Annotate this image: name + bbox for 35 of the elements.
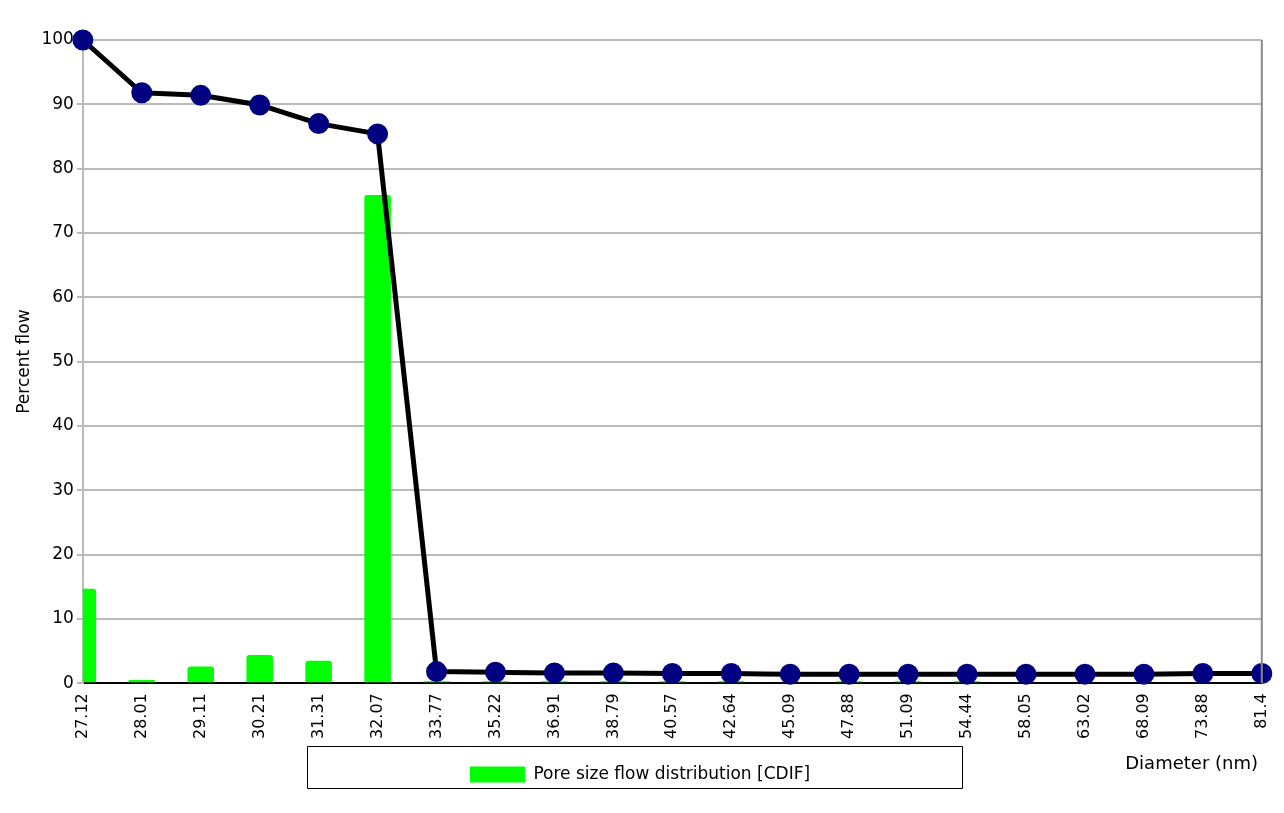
x-tick-label: 81.4: [1250, 693, 1270, 729]
x-tick-label: 73.88: [1192, 693, 1212, 740]
y-tick-label: 10: [52, 607, 74, 628]
x-tick-label: 63.02: [1074, 693, 1094, 740]
y-tick-label: 50: [52, 350, 74, 371]
x-tick-label: 40.57: [661, 693, 681, 740]
x-tick-label: 30.21: [248, 693, 268, 740]
x-tick-label: 27.12: [72, 693, 91, 740]
x-tick-label: 51.09: [897, 693, 917, 740]
y-tick-label: 30: [52, 478, 74, 499]
x-tick-label: 35.22: [484, 693, 504, 740]
x-tick-label: 36.91: [543, 693, 563, 740]
x-tick-label: 29.11: [189, 693, 209, 740]
x-tick-label: 38.79: [602, 693, 622, 740]
x-tick-label: 42.64: [720, 693, 740, 740]
y-tick-label: 0: [63, 671, 74, 692]
y-tick-label: 60: [52, 285, 74, 306]
y-axis-title: Percent flow: [12, 309, 33, 414]
x-tick-label: 58.05: [1015, 693, 1035, 740]
y-tick-label: 70: [52, 221, 74, 242]
x-tick-label: 28.01: [130, 693, 150, 740]
y-tick-label: 80: [52, 157, 74, 178]
x-tick-label: 54.44: [956, 693, 976, 740]
x-tick-label: 33.77: [425, 693, 445, 740]
x-axis-title: Diameter (nm): [1125, 752, 1258, 774]
x-tick-label: 68.09: [1133, 693, 1153, 740]
x-tick-label: 32.07: [366, 693, 386, 740]
y-tick-label: 90: [52, 92, 74, 113]
x-tick-label: 31.31: [307, 693, 327, 740]
x-tick-label: 47.88: [838, 693, 858, 740]
y-tick-label: 20: [52, 542, 74, 563]
x-tick-label: 45.09: [779, 693, 799, 740]
legend-label: Pore size flow distribution [CDIF]: [533, 762, 811, 783]
y-tick-label: 40: [52, 414, 74, 435]
y-tick-label: 100: [41, 28, 74, 49]
